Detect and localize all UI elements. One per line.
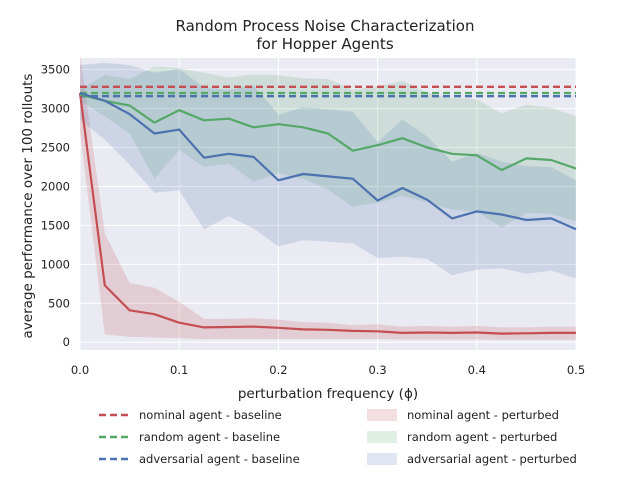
x-tick-label-1: 0.1 (170, 363, 188, 377)
legend-label-adversarial-agent-baseline: adversarial agent - baseline (139, 452, 300, 466)
y-tick-label-1: 500 (48, 296, 70, 310)
x-axis-label: perturbation frequency (ϕ) (238, 386, 418, 402)
legend-label-nominal-agent-perturbed: nominal agent - perturbed (407, 408, 559, 422)
y-tick-label-6: 3000 (41, 102, 70, 116)
y-tick-labels: 0 500 1000 1500 2000 2500 3000 3500 (41, 63, 70, 350)
legend-label-nominal-agent-baseline: nominal agent - baseline (139, 408, 282, 422)
y-tick-label-4: 2000 (41, 179, 70, 193)
series-lines (78, 91, 577, 335)
legend-swatch-random-agent-perturbed (367, 431, 397, 443)
adversarial-agent-perturbed-line (79, 91, 577, 231)
x-tick-label-5: 0.5 (567, 363, 585, 377)
random-agent-perturbed-line (79, 93, 577, 172)
x-tick-label-4: 0.4 (468, 363, 486, 377)
y-tick-label-3: 1500 (41, 218, 70, 232)
grid-lines (79, 58, 577, 350)
legend: nominal agent - baseline random agent - b… (99, 408, 577, 466)
x-tick-labels: 0.0 0.1 0.2 0.3 0.4 0.5 (71, 363, 585, 377)
plot-area-background (80, 58, 576, 350)
legend-swatch-nominal-agent-perturbed (367, 409, 397, 421)
y-tick-label-2: 1000 (41, 257, 70, 271)
chart-title-line-2: for Hopper Agents (256, 35, 393, 53)
y-tick-label-0: 0 (63, 335, 70, 349)
y-tick-label-7: 3500 (41, 63, 70, 77)
legend-swatch-adversarial-agent-perturbed (367, 453, 397, 465)
legend-label-random-agent-perturbed: random agent - perturbed (407, 430, 557, 444)
x-tick-label-0: 0.0 (71, 363, 89, 377)
y-tick-label-5: 2500 (41, 141, 70, 155)
random-agent-perturbed-band (80, 66, 576, 228)
x-tick-label-2: 0.2 (269, 363, 287, 377)
adversarial-agent-perturbed-band (80, 62, 576, 279)
legend-label-random-agent-baseline: random agent - baseline (139, 430, 280, 444)
x-tick-label-3: 0.3 (368, 363, 386, 377)
chart-title-line-1: Random Process Noise Characterization (176, 17, 475, 35)
y-axis-label: average performance over 100 rollouts (20, 74, 36, 339)
baseline-lines (80, 85, 576, 98)
nominal-agent-perturbed-line (78, 92, 576, 335)
legend-label-adversarial-agent-perturbed: adversarial agent - perturbed (407, 452, 577, 466)
